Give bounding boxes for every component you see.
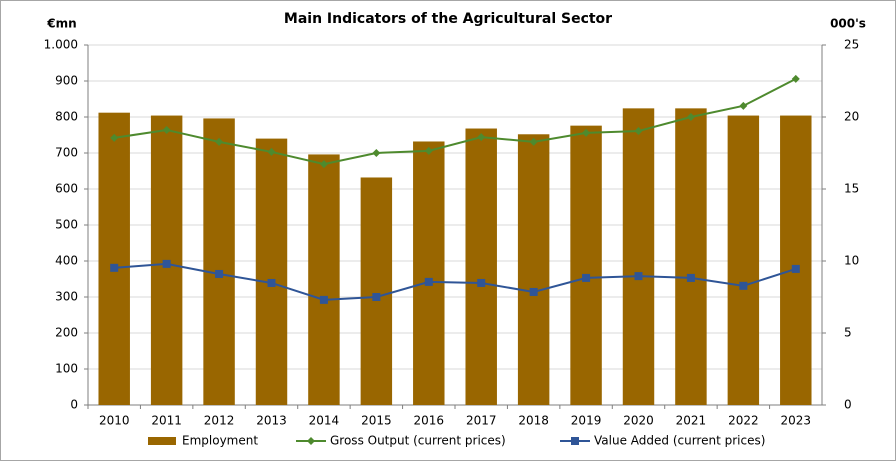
marker: [477, 133, 486, 142]
x-tick-label: 2019: [571, 414, 602, 428]
marker: [571, 437, 579, 445]
bar: [413, 141, 445, 406]
bar: [727, 115, 760, 405]
x-tick-label: 2014: [309, 414, 340, 428]
marker: [739, 281, 748, 290]
y-tick-label: 400: [55, 254, 78, 268]
x-tick-label: 2015: [361, 414, 392, 428]
bar: [465, 128, 497, 405]
legend-label: Value Added (current prices): [594, 434, 765, 448]
marker: [582, 128, 591, 137]
bar: [675, 108, 707, 406]
line: [114, 77, 797, 166]
marker: [529, 137, 538, 146]
legend-label: Gross Output (current prices): [330, 434, 506, 448]
x-tick-label: 2012: [204, 414, 235, 428]
x-tick-label: 2013: [256, 414, 287, 428]
bar: [570, 125, 602, 405]
legend-label: Employment: [182, 434, 258, 448]
line: [114, 262, 797, 301]
y2-tick-label: 5: [844, 326, 852, 340]
marker: [372, 293, 381, 301]
marker: [634, 272, 643, 281]
x-tick-label: 2010: [99, 414, 130, 428]
x-tick-label: 2023: [781, 414, 812, 428]
x-tick-label: 2021: [676, 414, 707, 428]
x-tick-label: 2011: [151, 414, 182, 428]
marker: [267, 278, 276, 287]
y-tick-label: 700: [55, 146, 78, 160]
y2-tick-label: 25: [844, 38, 859, 52]
marker: [215, 269, 224, 278]
marker: [319, 295, 328, 304]
y2-tick-label: 15: [844, 182, 859, 196]
x-tick-label: 2017: [466, 414, 497, 428]
marker: [424, 277, 433, 286]
marker: [110, 133, 119, 142]
marker: [529, 287, 538, 296]
marker: [307, 437, 315, 445]
marker: [162, 259, 171, 268]
marker: [634, 127, 643, 136]
legend-swatch: [148, 437, 176, 445]
y2-tick-label: 10: [844, 254, 859, 268]
marker: [110, 263, 119, 272]
bar: [203, 118, 235, 405]
y2-tick-label: 0: [844, 398, 852, 412]
marker: [424, 146, 433, 155]
marker: [319, 160, 328, 169]
bar: [517, 134, 550, 405]
bar: [622, 108, 655, 406]
marker: [791, 264, 800, 273]
y-tick-label: 500: [55, 218, 78, 232]
y-tick-label: 900: [55, 74, 78, 88]
y-tick-label: 0: [70, 398, 78, 412]
marker: [162, 125, 171, 134]
marker: [686, 273, 695, 282]
marker: [582, 273, 591, 282]
marker: [739, 101, 748, 110]
marker: [477, 278, 486, 287]
x-tick-label: 2018: [518, 414, 549, 428]
y-tick-label: 800: [55, 110, 78, 124]
x-tick-label: 2022: [728, 414, 759, 428]
x-tick-label: 2020: [623, 414, 654, 428]
y2-tick-label: 20: [844, 110, 859, 124]
bar: [308, 154, 340, 405]
y-tick-label: 300: [55, 290, 78, 304]
marker: [372, 149, 381, 157]
marker: [791, 74, 800, 83]
marker: [267, 147, 276, 156]
y-tick-label: 600: [55, 182, 78, 196]
y-tick-label: 1.000: [44, 38, 78, 52]
y2-axis-title: 000's: [830, 17, 866, 31]
x-tick-label: 2016: [414, 414, 445, 428]
bar: [780, 115, 812, 405]
y-axis-title: €mn: [46, 17, 76, 31]
bar: [255, 138, 288, 405]
bar: [360, 177, 393, 405]
bar: [98, 112, 130, 406]
chart-title: Main Indicators of the Agricultural Sect…: [284, 11, 612, 27]
y-tick-label: 100: [55, 362, 78, 376]
marker: [215, 137, 224, 146]
y-tick-label: 200: [55, 326, 78, 340]
marker: [686, 113, 695, 121]
